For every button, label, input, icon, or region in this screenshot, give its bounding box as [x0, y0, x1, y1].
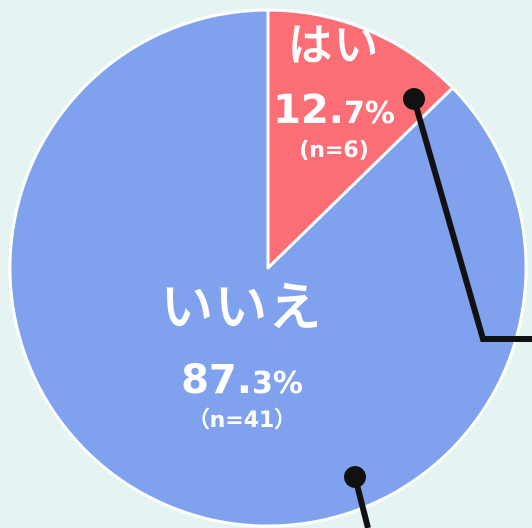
slice-count-hai: (n=6) — [299, 138, 369, 163]
slice-percent-hai: 12.7% — [273, 90, 395, 130]
slice-name-iie: いいえ — [160, 278, 324, 338]
slice-percent-iie-dec: 3% — [251, 366, 303, 401]
slice-name-hai: はい — [287, 20, 380, 71]
slice-label-iie: いいえ 87.3% （n=41） — [161, 282, 323, 432]
slice-percent-hai-dec: 7% — [343, 96, 395, 131]
slice-percent-iie-int: 87. — [181, 357, 252, 403]
leader-dot-iie — [344, 466, 366, 488]
leader-line-hai — [411, 98, 532, 342]
slice-count-iie: （n=41） — [187, 408, 297, 433]
leader-dot-hai — [403, 88, 425, 110]
slice-percent-hai-int: 12. — [273, 87, 344, 133]
slice-percent-iie: 87.3% — [161, 360, 323, 400]
pie-slice-hai — [266, 8, 455, 270]
pie-slice-iie — [8, 8, 528, 528]
slice-label-hai: はい 12.7% (n=6) — [273, 24, 395, 162]
